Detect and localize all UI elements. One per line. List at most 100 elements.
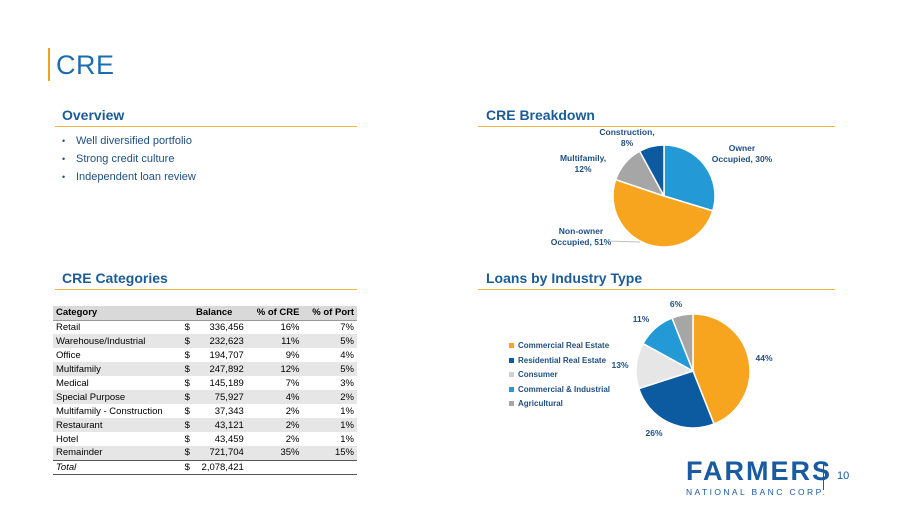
cell-pct-port: 4%: [340, 349, 354, 361]
cell-pct-port: 5%: [302, 362, 357, 376]
cell-balance: 336,456: [209, 321, 244, 333]
breakdown-slice-label: Construction, 8%: [599, 127, 654, 148]
legend-swatch: [509, 343, 514, 349]
cell-pct-cre: 7%: [285, 377, 300, 389]
cell-balance: 43,459: [214, 433, 244, 445]
legend-item: Consumer: [509, 368, 610, 383]
cell-balance: 43,121: [191, 418, 247, 432]
overview-heading: Overview: [62, 107, 125, 123]
cell-balance: 75,927: [191, 390, 247, 404]
breakdown-label-line: Owner: [729, 143, 756, 153]
cell-pct-port: 15%: [302, 446, 357, 460]
cell-category: Office: [56, 349, 81, 361]
legend-label: Commercial & Industrial: [518, 384, 611, 394]
cell-pct-port: [302, 459, 357, 475]
table-row: Remainder $721,704 35% 15%: [53, 446, 357, 460]
bullet-dot-icon: •: [62, 154, 66, 164]
cell-balance: 2,078,421: [191, 459, 247, 475]
legend-swatch: [509, 372, 514, 378]
cell-category: Special Purpose: [53, 390, 182, 404]
cell-currency: $: [184, 321, 190, 333]
breakdown-label-line: Non-owner: [559, 226, 604, 236]
logo-brand: FARMERS: [686, 456, 833, 486]
breakdown-label-line: Construction,: [599, 127, 654, 137]
bullet-text: Independent loan review: [76, 171, 196, 183]
cell-category: Total: [53, 459, 182, 475]
cell-category: Multifamily: [53, 362, 182, 376]
industry-legend: Commercial Real Estate Residential Real E…: [509, 339, 610, 412]
legend-swatch: [509, 401, 514, 407]
cell-balance: 37,343: [214, 405, 244, 417]
cre-categories-table: Category Balance % of CRE % of Port Reta…: [53, 306, 357, 475]
cell-pct-cre: [246, 459, 303, 475]
cell-currency: $: [184, 433, 190, 445]
industry-heading: Loans by Industry Type: [486, 270, 643, 286]
cell-pct-port: 1%: [340, 433, 354, 445]
industry-slice-0: [692, 313, 751, 425]
legend-item: Commercial & Industrial: [509, 383, 610, 398]
cell-category: Multifamily - Construction: [56, 405, 163, 417]
table-row: Retail $336,456 16% 7%: [53, 320, 357, 334]
bullet-text: Well diversified portfolio: [76, 135, 192, 147]
industry-rule: [478, 289, 835, 290]
cell-currency: $: [181, 446, 192, 460]
overview-rule: [55, 126, 357, 127]
page-number: 10: [837, 470, 850, 482]
cell-category: Medical: [56, 377, 89, 389]
cell-currency: $: [181, 362, 192, 376]
cell-currency: $: [181, 390, 192, 404]
breakdown-slice-label: Non-owner Occupied, 51%: [551, 226, 612, 247]
table-row: Multifamily $247,892 12% 5%: [53, 362, 357, 376]
overview-bullets: • Well diversified portfolio • Strong cred…: [62, 132, 196, 186]
breakdown-slice-0: [663, 144, 716, 212]
industry-slice-label: 26%: [645, 428, 662, 438]
breakdown-slice-label: Owner Occupied, 30%: [712, 143, 773, 164]
cell-category: Restaurant: [53, 418, 182, 432]
table-body: Retail $336,456 16% 7% Warehouse/Industrial $…: [53, 320, 357, 475]
table-row: Office $194,707 9% 4%: [53, 348, 357, 362]
col-header-category: Category: [53, 306, 182, 321]
cell-pct-port: 3%: [340, 377, 354, 389]
col-header-balance: Balance: [181, 306, 247, 321]
bullet-text: Strong credit culture: [76, 153, 175, 165]
cell-pct-cre: 2%: [285, 405, 300, 417]
cell-pct-port: 1%: [302, 418, 357, 432]
table-header-row: Category Balance % of CRE % of Port: [53, 306, 357, 321]
industry-slice-label: 13%: [611, 360, 628, 370]
cell-pct-cre: 9%: [285, 349, 300, 361]
table-total-row: Total $2,078,421: [53, 459, 357, 475]
col-header-pct-cre: % of CRE: [246, 306, 303, 321]
breakdown-slice-3: [638, 144, 665, 197]
table-row: Warehouse/Industrial $232,623 11% 5%: [53, 334, 357, 348]
categories-rule: [55, 289, 357, 290]
table-row: Restaurant $43,121 2% 1%: [53, 418, 357, 432]
cell-category: Warehouse/Industrial: [53, 334, 182, 348]
legend-swatch: [509, 357, 514, 363]
legend-swatch: [509, 386, 514, 392]
breakdown-slice-1: [612, 178, 714, 248]
breakdown-label-line: 8%: [621, 138, 634, 148]
cell-currency: $: [184, 377, 190, 389]
industry-slice-label: 44%: [755, 353, 772, 363]
cell-pct-cre: 2%: [285, 433, 300, 445]
cell-pct-cre: 12%: [246, 362, 303, 376]
cell-currency: $: [184, 349, 190, 361]
breakdown-rule: [478, 126, 835, 127]
cell-balance: 145,189: [209, 377, 244, 389]
cell-category: Remainder: [53, 446, 182, 460]
cell-pct-cre: 4%: [246, 390, 303, 404]
breakdown-label-line: Occupied, 30%: [712, 154, 773, 164]
cell-balance: 247,892: [191, 362, 247, 376]
cell-pct-cre: 16%: [280, 321, 300, 333]
legend-item: Residential Real Estate: [509, 354, 610, 369]
cell-category: Hotel: [56, 433, 79, 445]
cell-pct-port: 1%: [340, 405, 354, 417]
breakdown-label-line: 12%: [574, 164, 591, 174]
industry-slice-4: [671, 313, 694, 372]
table-row: Special Purpose $75,927 4% 2%: [53, 390, 357, 404]
industry-slice-1: [637, 370, 715, 429]
categories-heading: CRE Categories: [62, 270, 168, 286]
table-row: Medical $145,189 7% 3%: [53, 376, 357, 390]
